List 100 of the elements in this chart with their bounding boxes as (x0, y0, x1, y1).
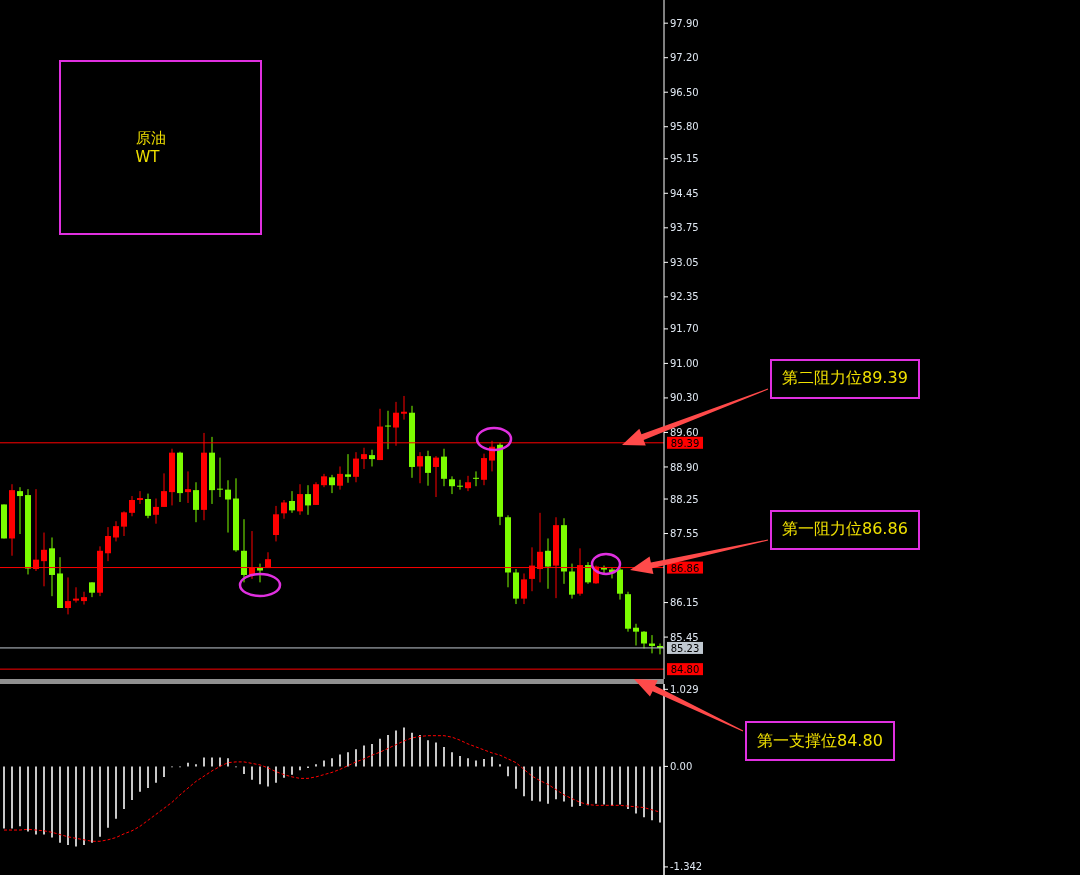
bar (619, 766, 621, 805)
candlestick (273, 505, 279, 542)
text: 第一支撑位84.80 (745, 721, 895, 762)
y-tick-label: 91.00 (670, 357, 699, 369)
candlestick (305, 484, 311, 516)
candlestick (649, 634, 655, 654)
bar (371, 743, 373, 767)
bar (547, 766, 549, 804)
bar (331, 758, 333, 767)
y-tick-label: 94.45 (670, 187, 699, 199)
candlestick (73, 586, 79, 604)
bar (427, 740, 429, 767)
bar (579, 766, 581, 807)
bar (459, 755, 461, 767)
candlestick (153, 498, 159, 525)
bar (299, 766, 301, 771)
bar (3, 766, 5, 829)
bar (491, 756, 493, 767)
y-tick-label: 93.05 (670, 256, 699, 268)
candlestick (329, 474, 335, 494)
y-tick-label: 93.75 (670, 222, 699, 234)
bar (635, 766, 637, 814)
bar (227, 758, 229, 767)
bar (475, 760, 477, 767)
bar (603, 766, 605, 805)
candlestick (105, 526, 111, 562)
bar (243, 766, 245, 774)
bar (131, 766, 133, 801)
candlestick (417, 451, 423, 484)
y-tick-label: 97.20 (670, 52, 699, 64)
bar (323, 760, 325, 767)
bar (555, 766, 557, 800)
candlestick (521, 572, 527, 605)
bar (67, 766, 69, 846)
y-tick-label: 92.35 (670, 291, 699, 303)
y-tick-label: -1.342 (670, 861, 703, 873)
bar (507, 766, 509, 777)
y-tick-label: 89.60 (670, 427, 699, 438)
candlestick (601, 565, 607, 574)
y-tick-label: 97.90 (670, 17, 699, 29)
bar (203, 757, 205, 767)
bar (283, 766, 285, 778)
bar (611, 766, 613, 807)
ref-line-label: 86.86 (670, 562, 700, 574)
bar (27, 766, 29, 832)
candlestick (145, 493, 151, 519)
y-tick-label: 86.15 (670, 597, 699, 609)
bar (595, 766, 597, 804)
bar (651, 766, 653, 821)
candlestick (481, 453, 487, 486)
bar (51, 766, 53, 838)
bar (195, 764, 197, 767)
y-tick-label: 90.30 (670, 392, 699, 404)
candlestick (473, 470, 479, 487)
candlestick (137, 490, 143, 505)
bar (347, 752, 349, 767)
bar (339, 754, 341, 767)
candlestick (281, 499, 287, 520)
y-tick-label: 95.15 (670, 153, 699, 165)
bar (75, 766, 77, 847)
ref-line-label: 89.39 (670, 437, 700, 449)
y-tick-label: 85.45 (670, 631, 699, 643)
bar (19, 766, 21, 827)
candlestick (337, 465, 343, 491)
candlestick (401, 395, 407, 421)
bar (643, 766, 645, 818)
bar (363, 745, 365, 767)
bar (219, 757, 221, 767)
bar (627, 766, 629, 810)
bar (419, 734, 421, 767)
y-tick-label: 88.90 (670, 461, 699, 473)
bar (147, 766, 149, 789)
y-tick-label: 91.70 (670, 323, 699, 335)
candlestick (465, 475, 471, 492)
candlestick (81, 591, 87, 606)
candlestick (457, 479, 463, 491)
bar (99, 766, 101, 837)
bar (515, 766, 517, 789)
bar (211, 757, 213, 767)
candlestick (129, 495, 135, 517)
bar (387, 734, 389, 767)
text: 第二阻力位89.39 (770, 358, 920, 399)
candlestick (545, 537, 551, 590)
ref-line-label: 84.80 (670, 664, 700, 676)
bar (155, 766, 157, 783)
y-tick-label: 95.80 (670, 121, 699, 133)
text: 原油 WT (135, 129, 166, 166)
candlestick (569, 563, 575, 600)
candlestick (113, 520, 119, 542)
candlestick (193, 481, 199, 523)
candlestick (161, 472, 167, 508)
bar (563, 766, 565, 802)
candlestick (217, 457, 223, 498)
bar (315, 764, 317, 767)
candlestick (441, 448, 447, 487)
text: 第一阻力位86.86 (770, 509, 920, 550)
bar (523, 766, 525, 797)
bar (571, 766, 573, 807)
candlestick (385, 410, 391, 450)
bar (251, 766, 253, 780)
